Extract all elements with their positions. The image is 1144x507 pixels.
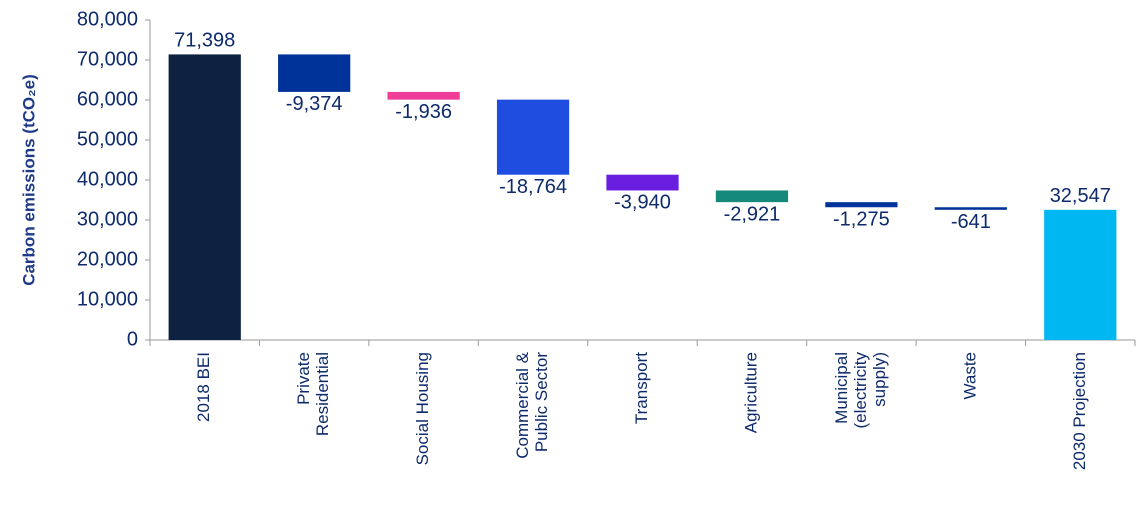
x-tick-label: Waste [960,352,979,400]
y-tick-label: 40,000 [77,168,138,190]
x-tick-label: Residential [313,352,332,436]
x-tick-label: Social Housing [413,352,432,465]
x-tick-label: (electricity [851,352,870,429]
bar [168,54,241,341]
value-label: -18,764 [499,176,567,198]
x-tick-label: Private [294,352,313,405]
bar [387,91,460,100]
x-tick-label: supply) [870,352,889,407]
y-tick-label: 30,000 [77,208,138,230]
x-tick-label: 2030 Projection [1070,352,1089,470]
x-tick-label: Public Sector [532,352,551,452]
y-tick-label: 60,000 [77,88,138,110]
bar [715,190,789,203]
y-tick-label: 20,000 [77,248,138,270]
value-label: 71,398 [174,30,235,52]
value-label: 32,547 [1050,185,1111,207]
bar [278,54,351,92]
y-tick-label: 50,000 [77,128,138,150]
value-label: -1,936 [395,101,452,123]
y-axis-title: Carbon emissions (tCO₂e) [19,74,38,286]
y-tick-label: 0 [127,328,138,350]
x-tick-label: Commercial & [513,351,532,458]
bar [496,99,570,175]
x-tick-label: Agriculture [741,352,760,433]
x-tick-label: Transport [632,352,651,424]
y-tick-label: 70,000 [77,48,138,70]
value-label: -1,275 [833,209,890,231]
y-tick-label: 80,000 [77,8,138,30]
bar [934,207,1007,210]
value-label: -2,921 [724,203,781,225]
y-tick-label: 10,000 [77,288,138,310]
bar [1044,209,1117,340]
x-tick-label: Municipal [832,352,851,424]
bar [606,174,679,191]
value-label: -641 [951,211,991,233]
x-tick-label: 2018 BEI [194,352,213,422]
value-label: -3,940 [614,192,671,214]
value-label: -9,374 [286,93,343,115]
bar [825,202,898,208]
